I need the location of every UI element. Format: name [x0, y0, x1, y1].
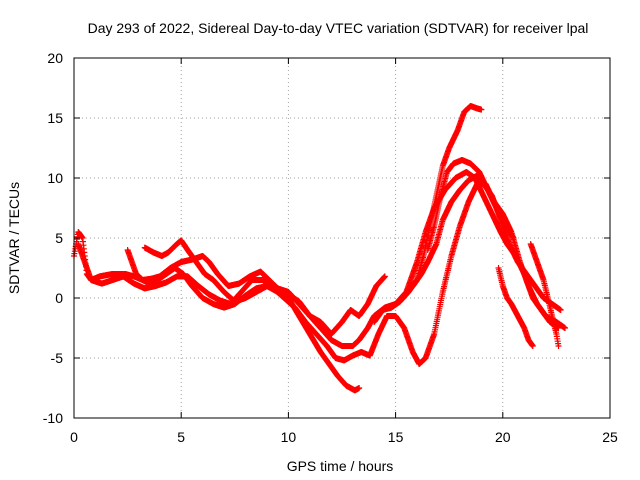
- y-tick-label: -5: [51, 350, 64, 366]
- y-tick-label: 0: [55, 290, 63, 306]
- x-tick-label: 5: [177, 429, 185, 445]
- x-axis-label: GPS time / hours: [287, 458, 394, 474]
- chart-title: Day 293 of 2022, Sidereal Day-to-day VTE…: [88, 20, 589, 36]
- series-trace-c: [124, 247, 363, 394]
- x-tick-label: 25: [602, 429, 618, 445]
- y-tick-label: 15: [47, 110, 63, 126]
- x-tick-labels: 0 5 10 15 20 25: [70, 429, 618, 445]
- y-tick-labels: -10 -5 0 5 10 15 20: [43, 50, 63, 426]
- x-tick-label: 20: [495, 429, 511, 445]
- y-tick-label: -10: [43, 410, 63, 426]
- data-marks: [71, 103, 568, 394]
- x-tick-label: 10: [281, 429, 297, 445]
- y-tick-label: 10: [47, 170, 63, 186]
- x-tick-label: 15: [388, 429, 404, 445]
- y-tick-label: 20: [47, 50, 63, 66]
- x-tick-label: 0: [70, 429, 78, 445]
- plus-marker: [356, 385, 363, 391]
- y-axis-label: SDTVAR / TECUs: [6, 182, 22, 294]
- series-trace-d: [141, 237, 388, 337]
- series-trace-e: [371, 103, 485, 325]
- y-tick-label: 5: [55, 230, 63, 246]
- grid-layer: [74, 58, 610, 418]
- plus-marker: [561, 325, 568, 331]
